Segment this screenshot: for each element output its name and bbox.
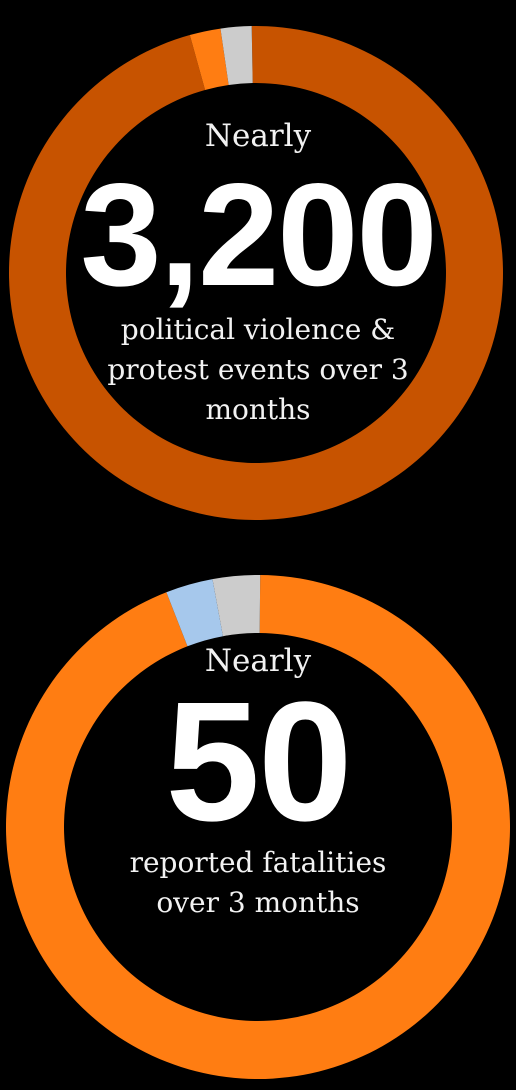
donut-events-center: Nearly	[0, 118, 516, 154]
fatalities-caption-wrap: reported fatalities over 3 months	[0, 843, 516, 923]
donut-chart-events	[9, 25, 504, 520]
donut-fatalities: Nearly 50 reported fatalities over 3 mon…	[0, 545, 516, 1090]
donut-hole	[66, 83, 446, 463]
donut-hole	[64, 633, 452, 1021]
donut-slice-1	[189, 28, 229, 90]
donut-slice-1	[166, 579, 223, 647]
fatalities-caption: reported fatalities over 3 months	[129, 846, 387, 919]
donut-events: Nearly 3,200 political violence & protes…	[0, 0, 516, 530]
events-caption-wrap: political violence & protest events over…	[0, 310, 516, 430]
donut-chart-fatalities	[5, 575, 511, 1079]
donut-slice-2	[212, 575, 261, 637]
events-count: 3,200	[80, 153, 437, 316]
fatalities-count: 50	[165, 667, 352, 857]
events-prefix: Nearly	[204, 118, 312, 154]
events-caption: political violence & protest events over…	[107, 313, 409, 426]
donut-fatalities-center: Nearly	[0, 643, 516, 679]
fatalities-prefix: Nearly	[204, 643, 312, 679]
donut-slice-2	[220, 26, 253, 85]
